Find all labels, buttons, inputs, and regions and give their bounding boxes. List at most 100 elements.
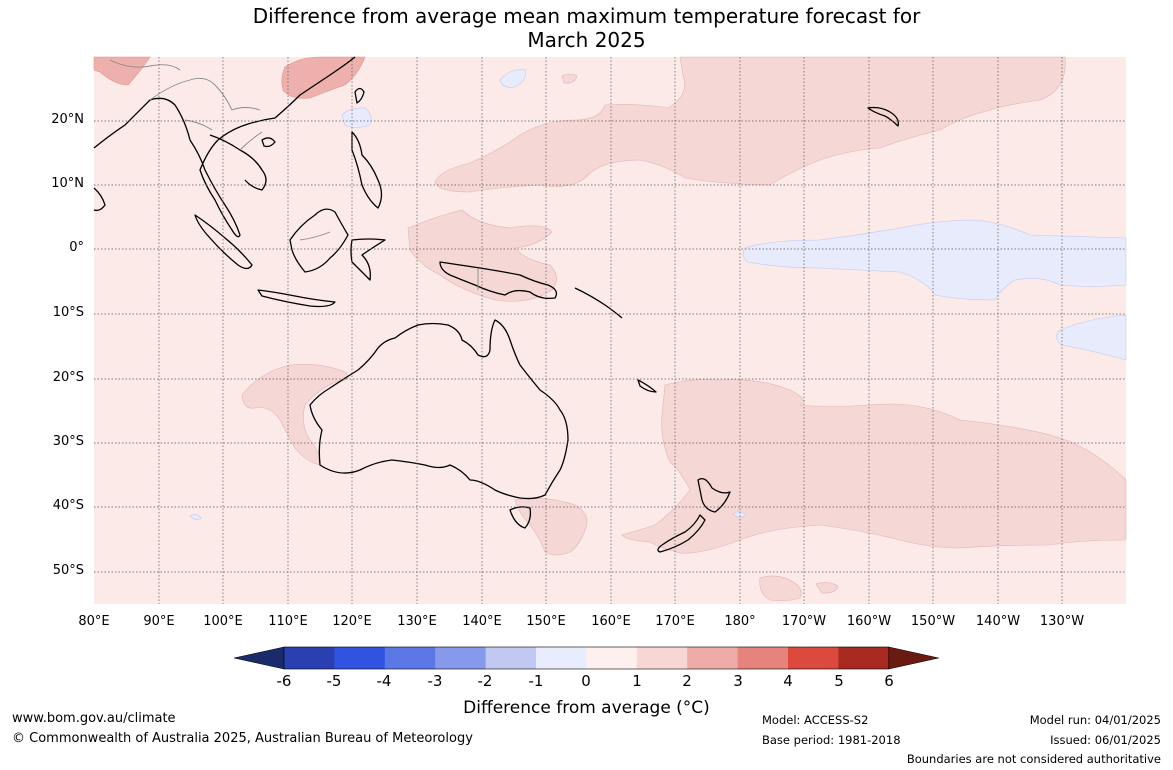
colorbar bbox=[233, 646, 939, 670]
colorbar-segment bbox=[838, 647, 890, 669]
anomaly-region-east-pacific bbox=[1056, 314, 1127, 361]
lon-label-130w: 130°W bbox=[1039, 614, 1085, 629]
lon-label-170w: 170°W bbox=[781, 614, 827, 629]
coastline-new-caledonia bbox=[637, 379, 657, 393]
coastline-sri-lanka-india bbox=[93, 187, 106, 212]
colorbar-extend-high bbox=[888, 646, 939, 670]
anomaly-region-north-small-blue bbox=[499, 69, 526, 88]
lon-label-180: 180° bbox=[724, 614, 756, 629]
lon-label-130e: 130°E bbox=[397, 614, 437, 629]
colorbar-label-0: 0 bbox=[581, 672, 591, 690]
lat-label-30s: 30°S bbox=[52, 434, 84, 449]
colorbar-label-neg2: -2 bbox=[477, 672, 493, 690]
base-period: Base period: 1981-2018 bbox=[762, 733, 901, 747]
lat-label-40s: 40°S bbox=[52, 498, 84, 513]
coastline-philippines bbox=[351, 131, 383, 209]
lon-label-140w: 140°W bbox=[975, 614, 1021, 629]
colorbar-segment bbox=[485, 647, 537, 669]
colorbar-label-neg4: -4 bbox=[376, 672, 392, 690]
lon-label-140e: 140°E bbox=[462, 614, 502, 629]
gridlines bbox=[94, 57, 1126, 604]
lat-label-0: 0° bbox=[69, 240, 84, 255]
anomaly-region-tiny-blue-1 bbox=[189, 514, 202, 520]
anomaly-region-tiny-blue-2 bbox=[732, 511, 747, 518]
anomaly-region-philippines-blue bbox=[341, 107, 372, 128]
anomaly-region-south-pacific bbox=[621, 379, 1127, 554]
coastline-hawaii bbox=[867, 106, 899, 127]
border-lines-asia bbox=[109, 59, 263, 151]
colorbar-segment bbox=[788, 647, 839, 669]
coastline-tasmania bbox=[509, 506, 532, 529]
copyright-text: © Commonwealth of Australia 2025, Austra… bbox=[12, 731, 473, 746]
lon-label-120e: 120°E bbox=[332, 614, 372, 629]
lat-label-20s: 20°S bbox=[52, 370, 84, 385]
anomaly-region-south-small bbox=[815, 582, 839, 594]
model-run-date: Model run: 04/01/2025 bbox=[1029, 713, 1161, 727]
anomaly-region-north-pacific bbox=[434, 56, 1066, 193]
anomaly-region-equatorial-pacific bbox=[742, 219, 1127, 301]
coastline-hainan-taiwan bbox=[261, 87, 365, 148]
anomaly-region-north-small bbox=[561, 73, 578, 84]
lon-label-150w: 150°W bbox=[910, 614, 956, 629]
colorbar-label-3: 3 bbox=[733, 672, 743, 690]
anomaly-negative-regions bbox=[189, 69, 1127, 520]
colorbar-title: Difference from average (°C) bbox=[463, 698, 710, 718]
coastline-solomons bbox=[574, 287, 623, 319]
colorbar-segment bbox=[536, 647, 587, 669]
coastline-new-zealand-south bbox=[657, 514, 706, 553]
colorbar-label-neg5: -5 bbox=[326, 672, 342, 690]
title-line-1: Difference from average mean maximum tem… bbox=[252, 4, 921, 28]
colorbar-segment bbox=[586, 647, 638, 669]
colorbar-segment bbox=[636, 647, 688, 669]
coastline-new-guinea bbox=[439, 261, 558, 300]
boundaries-disclaimer: Boundaries are not considered authoritat… bbox=[906, 752, 1161, 766]
colorbar-extend-low bbox=[233, 646, 285, 670]
colorbar-segment bbox=[384, 647, 436, 669]
lon-label-160e: 160°E bbox=[591, 614, 631, 629]
colorbar-label-6: 6 bbox=[884, 672, 894, 690]
coastline-indochina bbox=[209, 134, 267, 191]
coastline-asia-mainland bbox=[93, 56, 356, 238]
title-line-2: March 2025 bbox=[527, 28, 646, 52]
lon-label-110e: 110°E bbox=[268, 614, 308, 629]
lon-label-100e: 100°E bbox=[203, 614, 243, 629]
anomaly-1-to-2-regions bbox=[241, 56, 1127, 601]
anomaly-region-west-australia bbox=[241, 364, 349, 466]
lat-label-50s: 50°S bbox=[52, 563, 84, 578]
lon-label-170e: 170°E bbox=[655, 614, 695, 629]
lat-label-20n: 20°N bbox=[51, 112, 84, 127]
colorbar-segment bbox=[284, 647, 335, 669]
lon-label-160w: 160°W bbox=[846, 614, 892, 629]
colorbar-label-neg6: -6 bbox=[276, 672, 292, 690]
website-link[interactable]: www.bom.gov.au/climate bbox=[12, 711, 176, 726]
colorbar-label-4: 4 bbox=[783, 672, 793, 690]
model-name: Model: ACCESS-S2 bbox=[762, 713, 869, 727]
coastline-borneo bbox=[289, 208, 349, 273]
colorbar-label-1: 1 bbox=[632, 672, 642, 690]
lon-label-80e: 80°E bbox=[78, 614, 110, 629]
colorbar-label-neg3: -3 bbox=[427, 672, 443, 690]
colorbar-label-neg1: -1 bbox=[528, 672, 544, 690]
issued-date: Issued: 06/01/2025 bbox=[1050, 733, 1161, 747]
colorbar-label-2: 2 bbox=[682, 672, 692, 690]
border-line-borneo bbox=[299, 231, 331, 241]
lon-label-90e: 90°E bbox=[143, 614, 175, 629]
coastline-new-zealand-north bbox=[697, 477, 731, 513]
coastline-java bbox=[257, 289, 336, 308]
colorbar-label-5: 5 bbox=[834, 672, 844, 690]
colorbar-border bbox=[283, 646, 890, 670]
country-borders bbox=[109, 59, 479, 290]
lon-label-150e: 150°E bbox=[526, 614, 566, 629]
anomaly-region-tasmania bbox=[514, 498, 588, 556]
coastline-sumatra bbox=[194, 214, 253, 270]
anomaly-region-new-guinea bbox=[407, 209, 557, 302]
colorbar-segment bbox=[737, 647, 789, 669]
colorbar-segment bbox=[435, 647, 487, 669]
map-title: Difference from average mean maximum tem… bbox=[0, 4, 1173, 52]
anomaly-2-to-3-region bbox=[93, 56, 366, 99]
coastlines bbox=[93, 56, 899, 553]
colorbar-segment bbox=[687, 647, 739, 669]
coastline-australia bbox=[309, 319, 569, 500]
colorbar-segment bbox=[334, 647, 386, 669]
